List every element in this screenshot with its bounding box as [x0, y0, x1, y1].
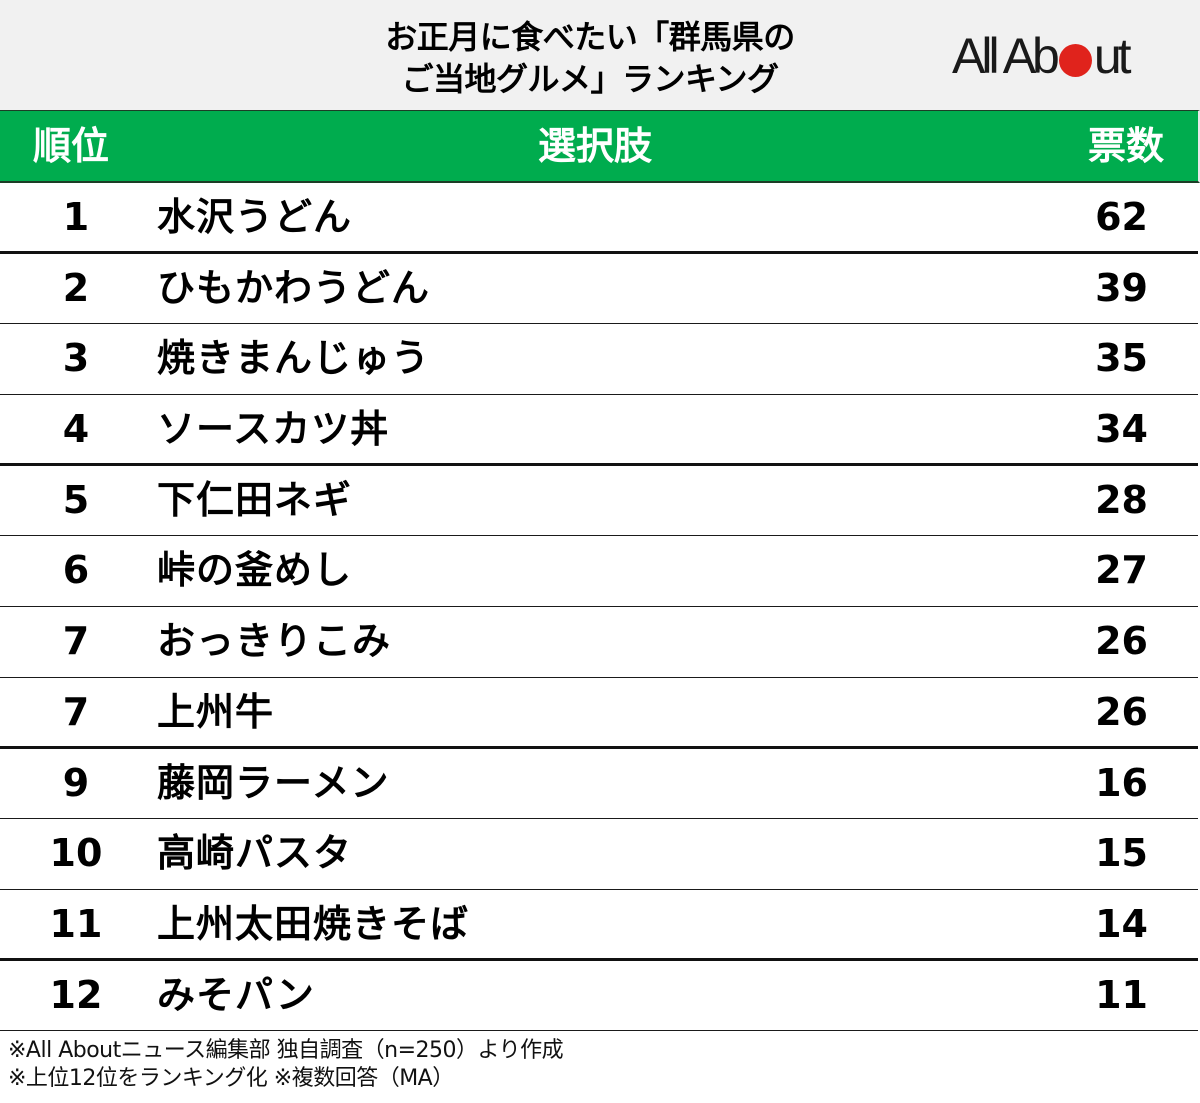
rank-cell: 11: [49, 901, 103, 946]
table-row: 9 藤岡ラーメン 16: [0, 749, 1198, 820]
title-line-1: お正月に食べたい「群馬県の: [385, 18, 795, 56]
choice-cell: 下仁田ネギ: [157, 477, 353, 522]
votes-cell: 26: [1095, 619, 1148, 664]
choice-cell: 上州牛: [157, 689, 275, 734]
choice-cell: おっきりこみ: [157, 619, 392, 664]
votes-cell: 11: [1095, 972, 1148, 1017]
source-notes: ※All Aboutニュース編集部 独自調査（n=250）より作成 ※上位12位…: [8, 1037, 564, 1093]
rank-cell: 9: [62, 760, 90, 805]
votes-cell: 62: [1095, 195, 1148, 239]
votes-cell: 28: [1095, 477, 1148, 522]
table-row: 3 焼きまんじゅう 35: [0, 324, 1198, 396]
table-row: 11 上州太田焼きそば 14: [0, 890, 1198, 961]
votes-cell: 14: [1095, 901, 1148, 946]
rank-cell: 7: [62, 619, 90, 664]
source-note-2: ※上位12位をランキング化 ※複数回答（MA）: [8, 1066, 454, 1091]
choice-cell: 峠の釜めし: [157, 548, 353, 593]
allabout-logo: All Ab ut: [952, 28, 1132, 84]
rank-cell: 4: [62, 407, 90, 452]
rank-cell: 12: [49, 972, 103, 1017]
source-note-1: ※All Aboutニュース編集部 独自調査（n=250）より作成: [8, 1038, 564, 1063]
page-title: お正月に食べたい「群馬県の ご当地グルメ」ランキング: [300, 16, 880, 100]
rank-cell: 1: [62, 195, 90, 239]
choice-cell: ソースカツ丼: [157, 407, 390, 452]
choice-cell: 高崎パスタ: [157, 831, 353, 876]
votes-cell: 27: [1095, 548, 1148, 593]
title-band: お正月に食べたい「群馬県の ご当地グルメ」ランキング All Ab ut: [0, 0, 1200, 110]
rank-cell: 10: [49, 831, 103, 876]
rank-cell: 2: [62, 265, 90, 310]
table-row: 2 ひもかわうどん 39: [0, 254, 1198, 325]
title-line-2: ご当地グルメ」ランキング: [401, 60, 779, 98]
votes-cell: 15: [1095, 831, 1148, 876]
table-row: 4 ソースカツ丼 34: [0, 395, 1198, 466]
votes-cell: 26: [1095, 689, 1148, 734]
table-row: 6 峠の釜めし 27: [0, 536, 1198, 608]
votes-cell: 35: [1095, 336, 1148, 381]
table-row: 1 水沢うどん 62: [0, 183, 1198, 254]
logo-red-dot-icon: [1058, 43, 1092, 77]
logo-text-start: All Ab: [952, 28, 1060, 84]
rank-cell: 6: [62, 548, 90, 593]
votes-cell: 39: [1095, 265, 1148, 310]
logo-text-end: ut: [1093, 28, 1132, 84]
table-header: 順位 選択肢 票数: [0, 110, 1200, 183]
votes-cell: 16: [1095, 760, 1148, 805]
rank-cell: 5: [62, 477, 90, 522]
choice-cell: みそパン: [157, 972, 315, 1017]
table-row: 12 みそパン 11: [0, 961, 1198, 1032]
table-row: 7 おっきりこみ 26: [0, 607, 1198, 678]
column-header-votes: 票数: [1087, 124, 1164, 168]
choice-cell: ひもかわうどん: [157, 265, 431, 310]
rank-cell: 3: [62, 336, 90, 381]
table-row: 5 下仁田ネギ 28: [0, 466, 1198, 537]
choice-cell: 藤岡ラーメン: [157, 760, 390, 805]
column-header-rank: 順位: [33, 124, 110, 168]
choice-cell: 焼きまんじゅう: [157, 336, 431, 381]
choice-cell: 上州太田焼きそば: [157, 901, 470, 946]
choice-cell: 水沢うどん: [157, 195, 353, 239]
ranking-table-body: 1 水沢うどん 62 2 ひもかわうどん 39 3 焼きまんじゅう 35 4 ソ…: [0, 183, 1198, 1032]
column-header-choice: 選択肢: [538, 124, 653, 168]
table-row: 7 上州牛 26: [0, 678, 1198, 749]
votes-cell: 34: [1095, 407, 1148, 452]
rank-cell: 7: [62, 689, 90, 734]
table-row: 10 高崎パスタ 15: [0, 819, 1198, 890]
